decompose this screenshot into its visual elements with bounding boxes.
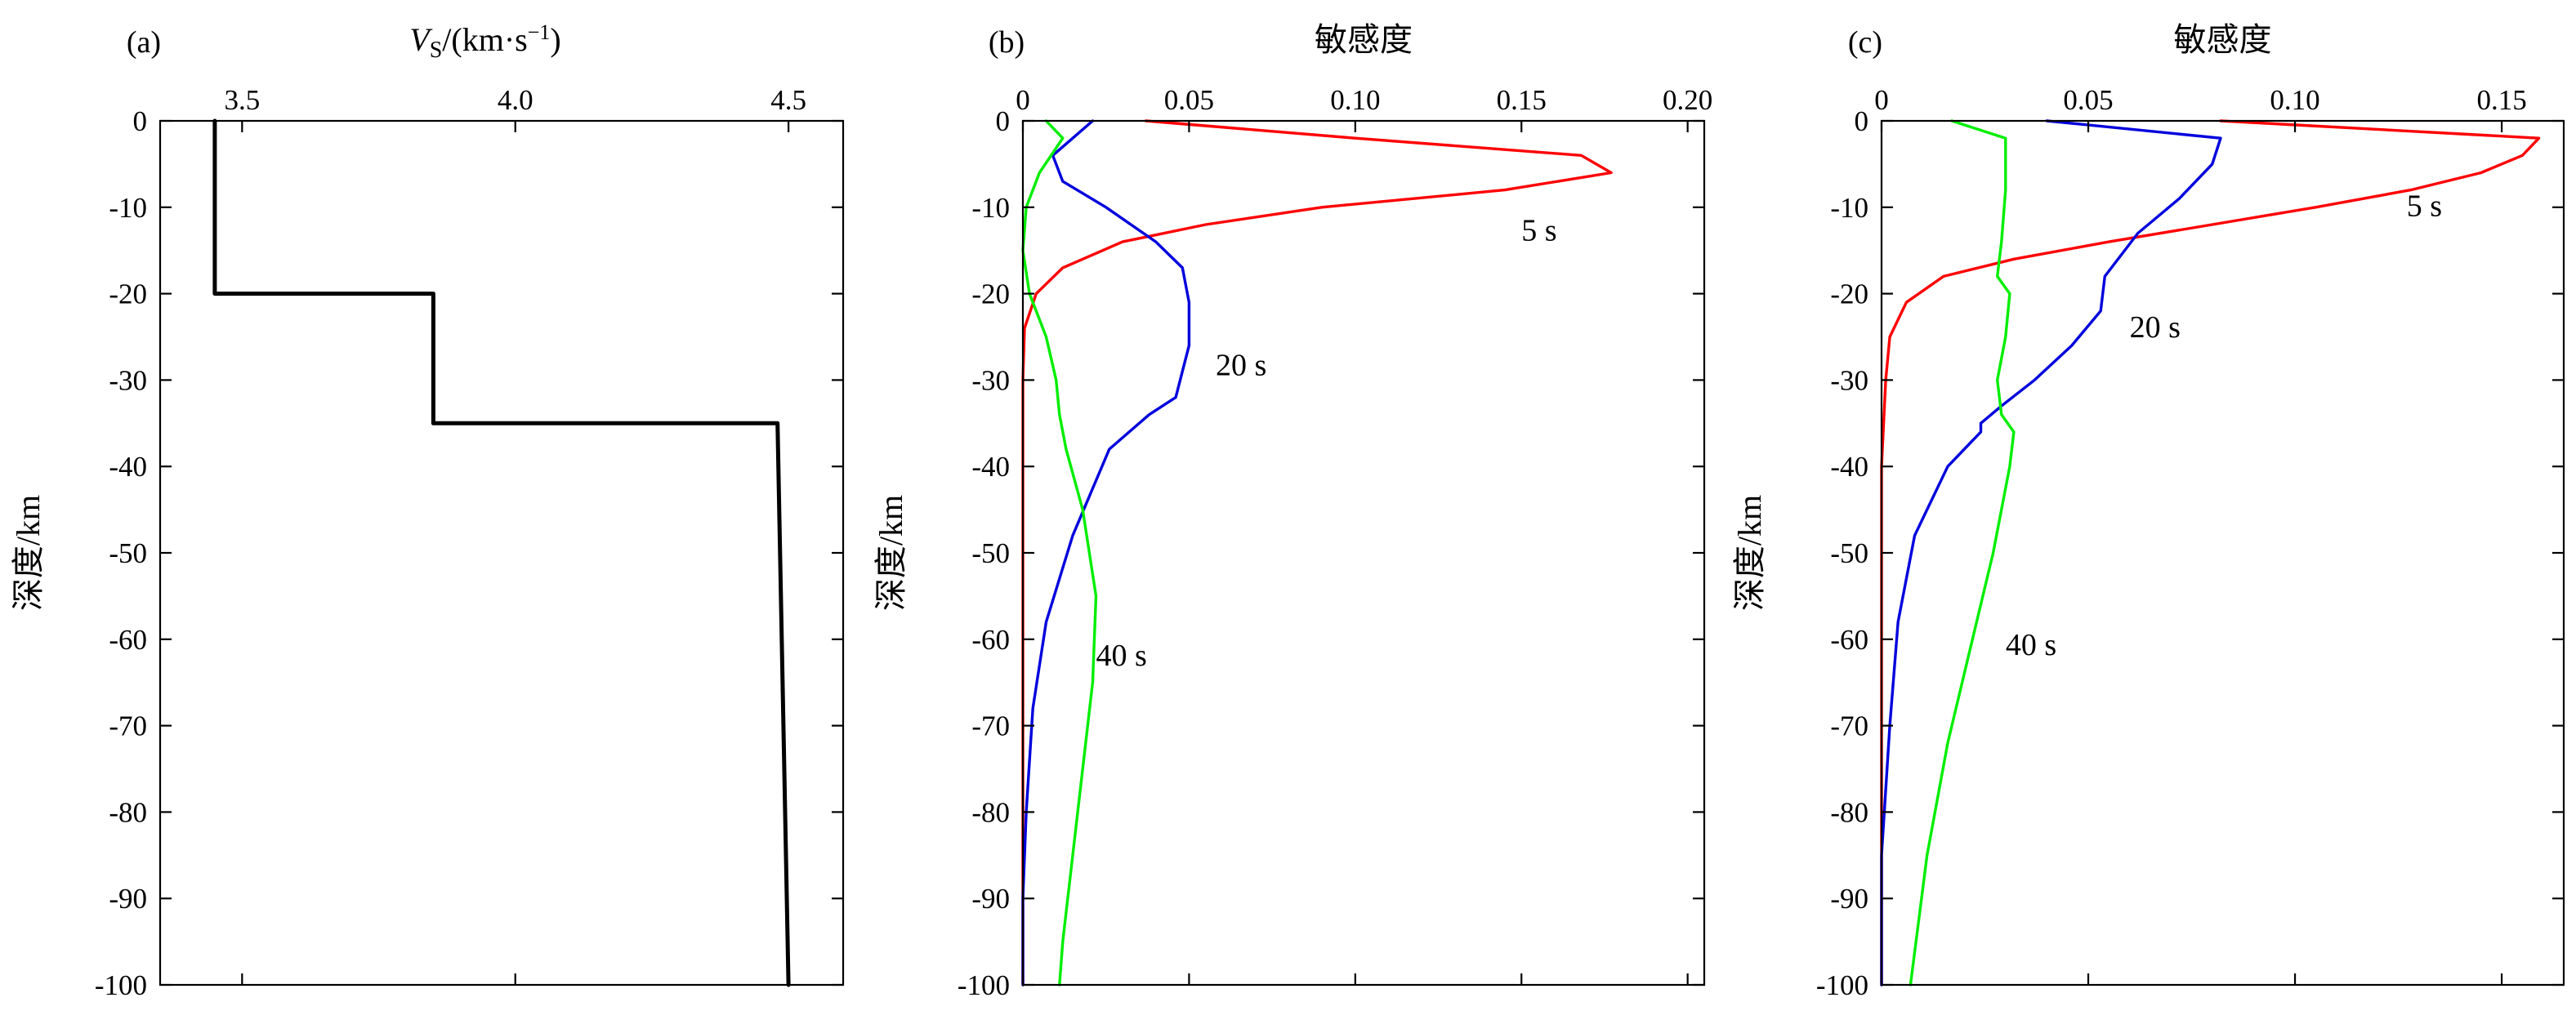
y-axis-title: 深度/km xyxy=(10,495,47,611)
y-tick-label: -30 xyxy=(1830,364,1868,396)
plot-frame xyxy=(158,119,845,987)
x-axis-title: 敏感度 xyxy=(2174,21,2272,58)
y-tick-label: -80 xyxy=(1830,796,1868,828)
y-tick-label: -10 xyxy=(1830,192,1868,224)
series-line-20s xyxy=(1880,119,2222,987)
panel-label: (c) xyxy=(1848,25,1882,60)
y-tick-label: -90 xyxy=(1830,883,1868,915)
y-tick-label: -50 xyxy=(1830,537,1868,569)
y-axis-title: 深度/km xyxy=(873,495,909,611)
x-tick-label: 3.5 xyxy=(224,84,260,116)
curve-label: 20 s xyxy=(2130,310,2181,345)
y-tick-label: -60 xyxy=(971,624,1010,656)
curve-label: 40 s xyxy=(2006,628,2056,662)
panel-label: (b) xyxy=(989,25,1025,60)
x-axis-title: 敏感度 xyxy=(1315,21,1413,58)
x-tick-label: 4.0 xyxy=(498,84,534,116)
y-tick-label: -20 xyxy=(1830,278,1868,310)
y-tick-label: -30 xyxy=(971,364,1010,396)
series-line-40s xyxy=(1021,119,1098,987)
x-tick-label: 0.10 xyxy=(2270,84,2319,116)
y-tick-label: -70 xyxy=(1830,710,1868,742)
y-tick-label: -40 xyxy=(1830,451,1868,483)
y-tick-label: -70 xyxy=(971,710,1010,742)
panel-b: 0 0.05 0.10 0.15 0.20 0 -10 -20 -30 -40 -50 -60 -70 -… xyxy=(873,21,1712,1001)
series-line-40s xyxy=(1909,119,2016,987)
series-line-0 xyxy=(212,118,791,987)
curve-label: 20 s xyxy=(1216,348,1266,382)
y-tick-label: 0 xyxy=(1855,105,1869,137)
y-tick-label: -60 xyxy=(109,624,147,656)
x-tick-label: 0.05 xyxy=(1164,84,1214,116)
y-tick-label: -40 xyxy=(971,451,1010,483)
y-tick-label: 0 xyxy=(133,105,148,137)
y-tick-label: -10 xyxy=(109,192,147,224)
panel-label: (a) xyxy=(127,25,161,60)
y-tick-label: -80 xyxy=(971,796,1010,828)
x-axis-title: VS/(km·s−1) xyxy=(409,20,560,63)
x-tick-label: 0.05 xyxy=(2063,84,2113,116)
x-tick-label: 0.15 xyxy=(1497,84,1547,116)
y-tick-label: -80 xyxy=(109,796,147,828)
y-tick-label: -90 xyxy=(971,883,1010,915)
x-tick-label: 0.20 xyxy=(1663,84,1712,116)
y-tick-label: -40 xyxy=(109,451,147,483)
x-tick-label: 0.15 xyxy=(2476,84,2526,116)
panel-c: 0 0.05 0.10 0.15 0 -10 -20 -30 -40 -50 -60 -70 -80 -9… xyxy=(1731,21,2565,1001)
curve-label: 5 s xyxy=(2407,189,2442,224)
y-tick-label: -50 xyxy=(971,537,1010,569)
y-tick-label: -10 xyxy=(971,192,1010,224)
y-tick-label: -20 xyxy=(971,278,1010,310)
y-tick-label: -50 xyxy=(109,537,147,569)
series-line-5s xyxy=(1021,119,1613,987)
y-tick-label: -90 xyxy=(109,883,147,915)
x-tick-label: 0 xyxy=(1874,84,1889,116)
y-axis-title: 深度/km xyxy=(1731,495,1768,611)
panel-a: 3.5 4.0 4.5 0 -10 -20 -30 -40 -50 -60 -70 -80 -90 -10… xyxy=(10,20,845,1001)
plot-frame xyxy=(1021,119,1706,987)
y-tick-label: -100 xyxy=(95,969,147,1001)
y-tick-label: -30 xyxy=(109,364,147,396)
curve-label: 40 s xyxy=(1096,639,1147,673)
y-tick-label: -60 xyxy=(1830,624,1868,656)
x-tick-label: 0.10 xyxy=(1330,84,1380,116)
y-tick-label: -100 xyxy=(958,969,1010,1001)
x-tick-label: 4.5 xyxy=(770,84,806,116)
x-tick-label: 0 xyxy=(1016,84,1030,116)
y-tick-label: -100 xyxy=(1816,969,1868,1001)
y-tick-label: 0 xyxy=(996,105,1011,137)
series-line-5s xyxy=(1880,119,2541,987)
plot-frame xyxy=(1880,119,2565,987)
curve-label: 5 s xyxy=(1521,213,1556,247)
y-tick-label: -70 xyxy=(109,710,147,742)
y-tick-label: -20 xyxy=(109,278,147,310)
